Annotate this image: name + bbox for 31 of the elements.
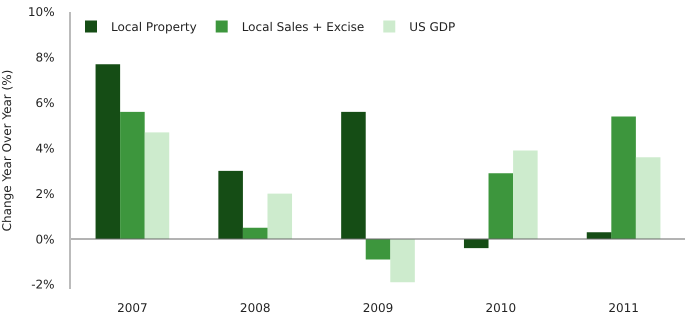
x-tick-label: 2010 <box>486 301 516 315</box>
y-tick-label: -2% <box>31 278 55 292</box>
bar <box>390 239 415 282</box>
y-tick-label: 4% <box>36 141 55 156</box>
x-tick-label: 2008 <box>240 301 270 315</box>
bar <box>611 116 636 240</box>
y-tick-label: 8% <box>36 50 55 65</box>
bar <box>464 239 489 248</box>
bar <box>144 132 170 240</box>
bar <box>488 173 514 240</box>
legend-label: US GDP <box>409 20 456 34</box>
bar <box>636 157 660 240</box>
y-axis-title: Change Year Over Year (%) <box>0 70 14 232</box>
bar <box>242 228 268 240</box>
bar <box>513 150 538 240</box>
legend-label: Local Sales + Excise <box>242 20 364 34</box>
y-tick-label: 2% <box>36 186 55 201</box>
bar <box>96 64 120 240</box>
y-tick-label: 10% <box>28 5 55 20</box>
x-tick-label: 2009 <box>362 301 394 315</box>
bar <box>366 239 390 260</box>
x-tick-label: 2007 <box>117 301 148 315</box>
y-tick-label: 0% <box>36 232 55 246</box>
y-tick-label: 6% <box>36 96 55 110</box>
x-tick-label: 2011 <box>608 301 639 315</box>
bar <box>120 112 145 240</box>
bar <box>267 194 292 240</box>
legend-label: Local Property <box>111 20 197 34</box>
bar <box>586 232 612 240</box>
bar <box>341 112 366 240</box>
bar <box>218 170 243 240</box>
